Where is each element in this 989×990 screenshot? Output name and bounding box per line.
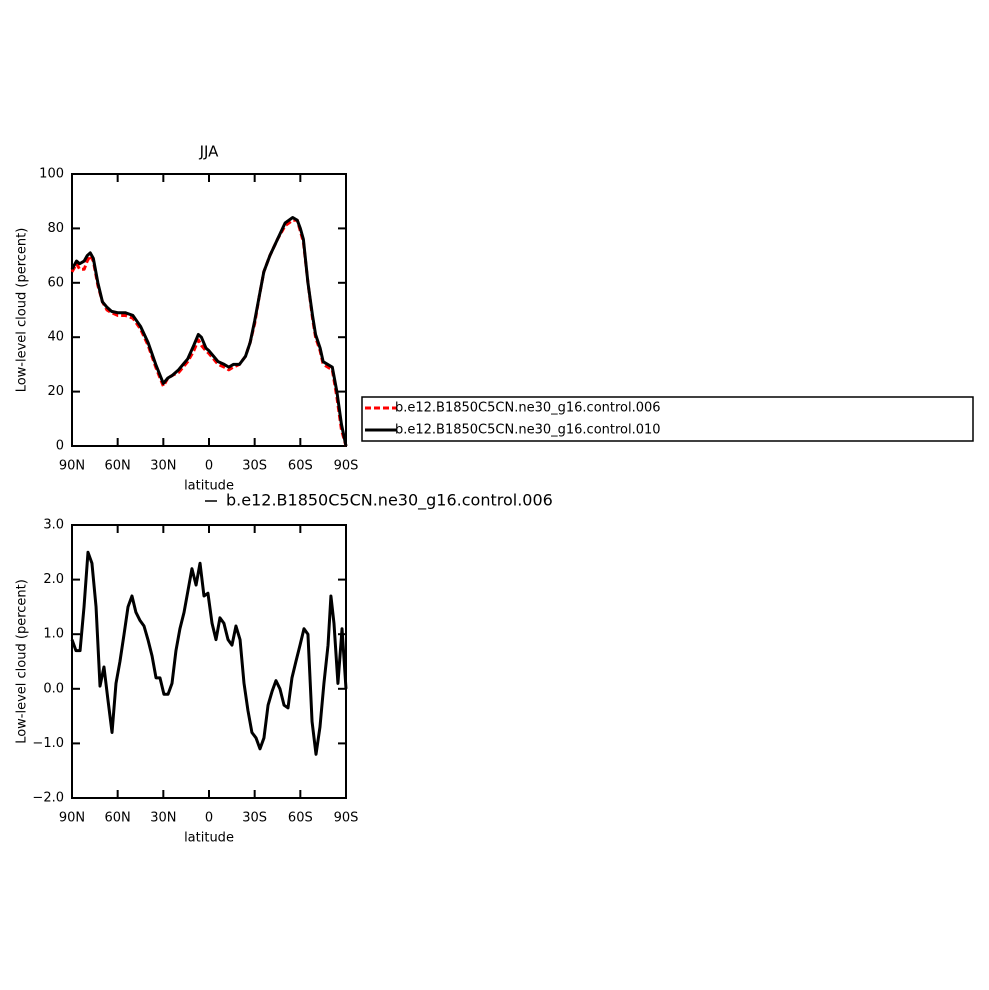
x-tick-label: 90N [59, 459, 85, 474]
x-tick-label: 90S [334, 459, 359, 474]
y-tick-label: −1.0 [32, 736, 64, 751]
x-tick-label: 60S [288, 459, 313, 474]
y-tick-label: 1.0 [43, 627, 64, 642]
legend-box [361, 396, 974, 442]
y-tick-label: 0.0 [43, 681, 64, 696]
x-tick-label: 60N [105, 811, 131, 826]
x-tick-label: 60N [105, 459, 131, 474]
x-tick-label: 30S [242, 811, 267, 826]
chart-title: JJA [199, 143, 220, 161]
y-axis-label: Low-level cloud (percent) [15, 228, 30, 393]
plot-frame [71, 173, 347, 447]
x-tick-label: 90N [59, 811, 85, 826]
legend-label: b.e12.B1850C5CN.ne30_g16.control.006 [395, 401, 661, 416]
series-line [70, 218, 348, 447]
x-axis-label: latitude [184, 479, 234, 494]
x-tick-label: 60S [288, 811, 313, 826]
y-tick-label: 100 [39, 167, 64, 182]
x-tick-label: 30N [150, 459, 176, 474]
series-line [70, 216, 348, 447]
x-tick-label: 30N [150, 811, 176, 826]
legend-label: b.e12.B1850C5CN.ne30_g16.control.006 [226, 491, 553, 511]
y-tick-label: 40 [47, 330, 64, 345]
plot-frame [71, 524, 347, 799]
y-axis-label: Low-level cloud (percent) [15, 579, 30, 744]
x-tick-label: 30S [242, 459, 267, 474]
y-tick-label: 80 [47, 221, 64, 236]
y-tick-label: 2.0 [43, 572, 64, 587]
y-tick-label: 3.0 [43, 518, 64, 533]
x-tick-label: 90S [334, 811, 359, 826]
x-tick-label: 0 [205, 459, 213, 474]
y-tick-label: 60 [47, 275, 64, 290]
y-tick-label: −2.0 [32, 791, 64, 806]
series-line [70, 550, 348, 756]
y-tick-label: 20 [47, 384, 64, 399]
x-tick-label: 0 [205, 811, 213, 826]
y-tick-label: 0 [56, 439, 64, 454]
legend-label: b.e12.B1850C5CN.ne30_g16.control.010 [395, 423, 661, 438]
x-axis-label: latitude [184, 831, 234, 846]
